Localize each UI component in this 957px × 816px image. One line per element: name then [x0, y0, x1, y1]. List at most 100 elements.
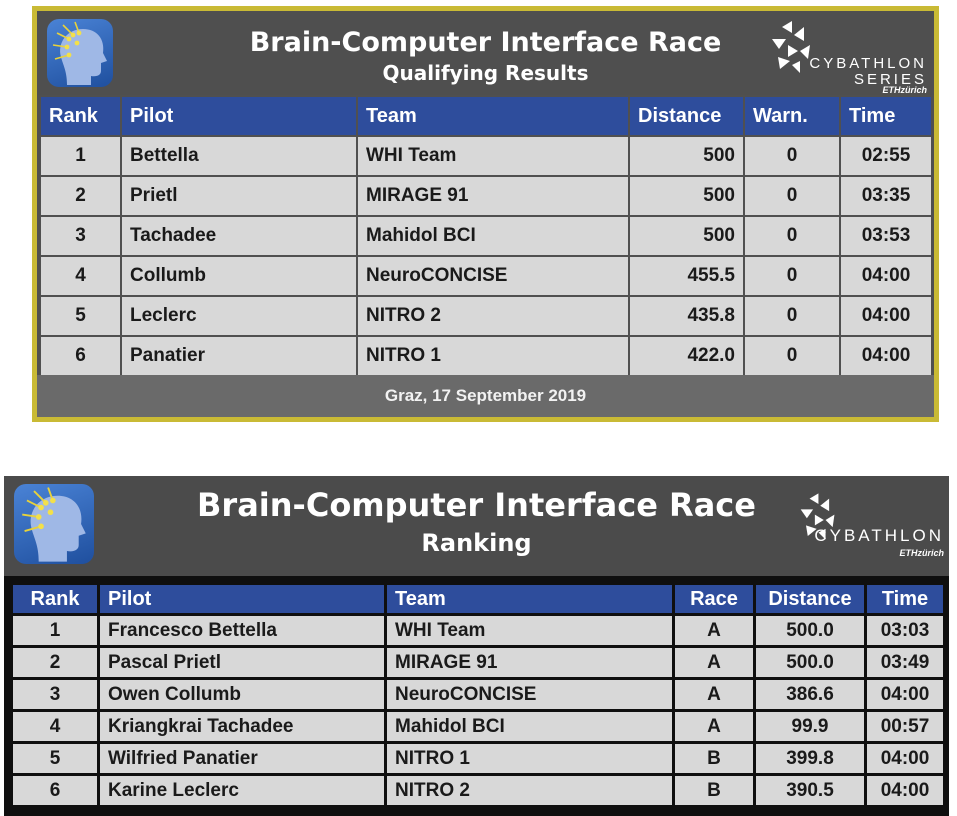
cell-rank: 5 [13, 744, 97, 773]
col-pilot: Pilot [100, 585, 384, 613]
cell-team: NeuroCONCISE [387, 680, 672, 709]
cell-distance: 500.0 [756, 648, 864, 677]
col-team: Team [387, 585, 672, 613]
cell-team: NITRO 1 [358, 337, 628, 375]
cell-team: MIRAGE 91 [387, 648, 672, 677]
col-time: Time [841, 97, 931, 135]
cell-race: A [675, 712, 753, 741]
col-time: Time [867, 585, 943, 613]
cell-warn: 0 [745, 177, 839, 215]
cell-warn: 0 [745, 297, 839, 335]
cell-time: 03:49 [867, 648, 943, 677]
cell-race: B [675, 744, 753, 773]
cell-time: 04:00 [841, 257, 931, 295]
cell-team: Mahidol BCI [358, 217, 628, 255]
ranking-header: Brain-Computer Interface Race Ranking CY… [4, 476, 949, 576]
table-row: 4 Kriangkrai Tachadee Mahidol BCI A 99.9 00:5… [13, 712, 943, 741]
cell-distance: 399.8 [756, 744, 864, 773]
col-rank: Rank [13, 585, 97, 613]
cell-pilot: Karine Leclerc [100, 776, 384, 805]
cell-race: A [675, 648, 753, 677]
cell-pilot: Collumb [122, 257, 356, 295]
cell-team: WHI Team [387, 616, 672, 645]
ranking-board-inner: Brain-Computer Interface Race Ranking CY… [4, 476, 949, 816]
ranking-header-row: Rank Pilot Team Race Distance Time [13, 585, 943, 613]
cell-rank: 2 [13, 648, 97, 677]
cell-distance: 99.9 [756, 712, 864, 741]
cell-race: A [675, 680, 753, 709]
col-race: Race [675, 585, 753, 613]
cell-distance: 455.5 [630, 257, 743, 295]
col-distance: Distance [756, 585, 864, 613]
cell-team: MIRAGE 91 [358, 177, 628, 215]
qualifying-footer: Graz, 17 September 2019 [37, 375, 934, 417]
cell-distance: 435.8 [630, 297, 743, 335]
cell-distance: 422.0 [630, 337, 743, 375]
cell-distance: 500 [630, 137, 743, 175]
cell-pilot: Kriangkrai Tachadee [100, 712, 384, 741]
cell-team: NITRO 1 [387, 744, 672, 773]
cell-pilot: Tachadee [122, 217, 356, 255]
table-row: 3 Tachadee Mahidol BCI 500 0 03:53 [41, 217, 931, 255]
qualifying-board: Brain-Computer Interface Race Qualifying… [32, 6, 939, 422]
col-team: Team [358, 97, 628, 135]
cell-pilot: Prietl [122, 177, 356, 215]
cell-time: 04:00 [841, 337, 931, 375]
qualifying-header-row: Rank Pilot Team Distance Warn. Time [41, 97, 931, 135]
brain-head-logo-icon [47, 19, 113, 87]
qualifying-header: Brain-Computer Interface Race Qualifying… [37, 11, 934, 95]
cell-pilot: Wilfried Panatier [100, 744, 384, 773]
cell-race: A [675, 616, 753, 645]
col-pilot: Pilot [122, 97, 356, 135]
cell-rank: 5 [41, 297, 120, 335]
cell-rank: 4 [13, 712, 97, 741]
cell-time: 04:00 [841, 297, 931, 335]
table-row: 5 Leclerc NITRO 2 435.8 0 04:00 [41, 297, 931, 335]
cell-pilot: Francesco Bettella [100, 616, 384, 645]
qualifying-table: Rank Pilot Team Distance Warn. Time 1 Bet… [39, 95, 933, 377]
cell-time: 04:00 [867, 776, 943, 805]
table-row: 3 Owen Collumb NeuroCONCISE A 386.6 04:00 [13, 680, 943, 709]
ranking-table: Rank Pilot Team Race Distance Time 1 Fran… [10, 582, 946, 808]
table-row: 4 Collumb NeuroCONCISE 455.5 0 04:00 [41, 257, 931, 295]
cell-rank: 6 [41, 337, 120, 375]
cell-distance: 386.6 [756, 680, 864, 709]
eth-zurich-mark: ETHzürich [899, 548, 944, 558]
cell-time: 03:53 [841, 217, 931, 255]
cell-rank: 1 [13, 616, 97, 645]
cell-warn: 0 [745, 137, 839, 175]
qualifying-board-inner: Brain-Computer Interface Race Qualifying… [37, 11, 934, 417]
cell-distance: 390.5 [756, 776, 864, 805]
col-rank: Rank [41, 97, 120, 135]
table-row: 6 Karine Leclerc NITRO 2 B 390.5 04:00 [13, 776, 943, 805]
cell-pilot: Leclerc [122, 297, 356, 335]
cell-warn: 0 [745, 337, 839, 375]
table-row: 2 Pascal Prietl MIRAGE 91 A 500.0 03:49 [13, 648, 943, 677]
cell-time: 03:03 [867, 616, 943, 645]
cell-pilot: Bettella [122, 137, 356, 175]
table-row: 1 Francesco Bettella WHI Team A 500.0 03:03 [13, 616, 943, 645]
cybathlon-logo-icon [772, 21, 810, 73]
cell-warn: 0 [745, 217, 839, 255]
cybathlon-logo-icon [800, 493, 835, 540]
cybathlon-wordmark: CYBATHLON [809, 55, 927, 72]
col-distance: Distance [630, 97, 743, 135]
col-warnings: Warn. [745, 97, 839, 135]
cell-time: 02:55 [841, 137, 931, 175]
table-row: 5 Wilfried Panatier NITRO 1 B 399.8 04:00 [13, 744, 943, 773]
cell-rank: 1 [41, 137, 120, 175]
cell-rank: 4 [41, 257, 120, 295]
cell-race: B [675, 776, 753, 805]
cell-team: NITRO 2 [387, 776, 672, 805]
cell-team: WHI Team [358, 137, 628, 175]
cell-pilot: Pascal Prietl [100, 648, 384, 677]
table-row: 6 Panatier NITRO 1 422.0 0 04:00 [41, 337, 931, 375]
cell-distance: 500 [630, 177, 743, 215]
ranking-title: Brain-Computer Interface Race [197, 486, 756, 524]
cell-pilot: Panatier [122, 337, 356, 375]
cell-distance: 500.0 [756, 616, 864, 645]
cell-distance: 500 [630, 217, 743, 255]
qualifying-title: Brain-Computer Interface Race [249, 27, 722, 58]
cell-rank: 3 [41, 217, 120, 255]
cell-team: Mahidol BCI [387, 712, 672, 741]
